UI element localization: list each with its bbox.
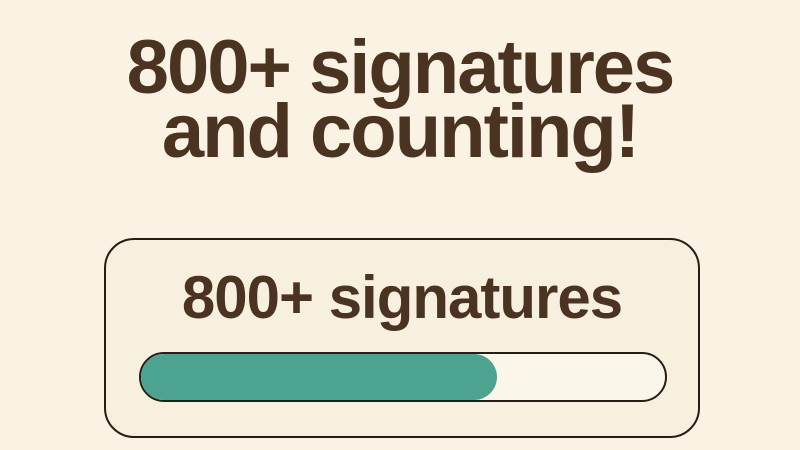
signature-card: 800+ signatures: [104, 238, 700, 438]
signature-count-label: 800+ signatures: [181, 264, 623, 331]
progress-fill: [141, 354, 498, 400]
headline-line-1: 800+ signatures: [126, 25, 676, 110]
headline-line-2: and counting!: [161, 89, 640, 174]
progress-bar: [139, 352, 667, 402]
headline: 800+ signatures and counting!: [0, 25, 800, 174]
